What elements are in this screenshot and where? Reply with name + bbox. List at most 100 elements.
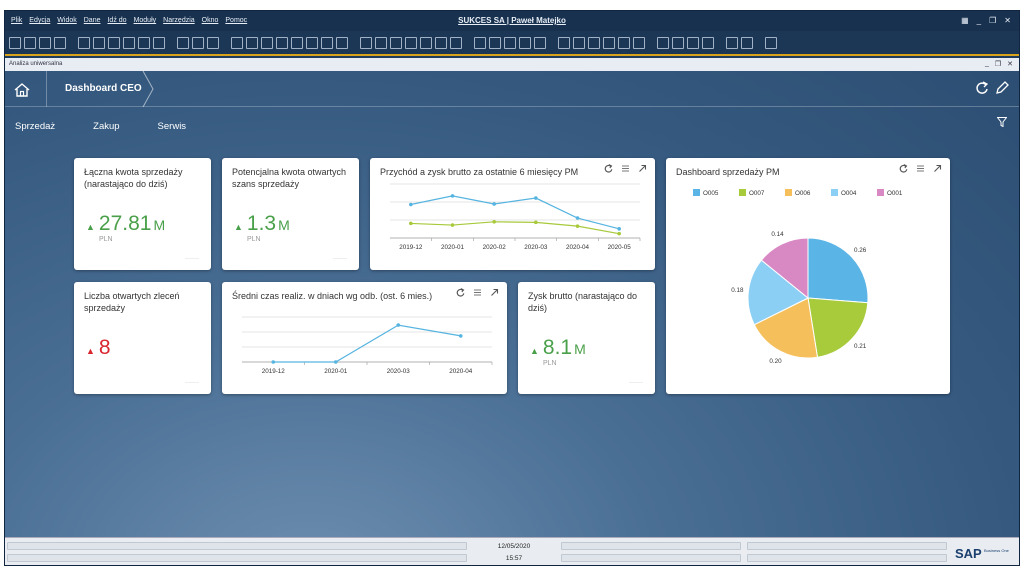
tab-serwis[interactable]: Serwis: [157, 121, 187, 132]
pie-slice[interactable]: [807, 237, 869, 304]
more-icon[interactable]: ·······: [333, 256, 347, 262]
close-icon[interactable]: ✕: [1004, 16, 1011, 25]
tab-zakup[interactable]: Zakup: [93, 121, 120, 132]
filter-icon[interactable]: [997, 117, 1007, 127]
refresh-icon[interactable]: [975, 81, 989, 95]
toolbar-button[interactable]: [24, 36, 36, 49]
toolbar-button[interactable]: [573, 36, 585, 49]
toolbar-button[interactable]: [231, 36, 243, 49]
data-point[interactable]: [409, 202, 413, 207]
minimize-icon[interactable]: _: [976, 16, 982, 25]
toolbar-button[interactable]: [618, 36, 630, 49]
toolbar-button[interactable]: [435, 36, 447, 49]
toolbar-button[interactable]: [138, 36, 150, 49]
toolbar-button[interactable]: [153, 36, 165, 49]
toolbar-button[interactable]: [450, 36, 462, 49]
data-point[interactable]: [450, 194, 455, 198]
refresh-icon[interactable]: [899, 164, 908, 173]
menu-item[interactable]: Idź do: [107, 17, 127, 24]
toolbar-button[interactable]: [765, 36, 777, 49]
toolbar-button[interactable]: [261, 36, 273, 49]
chart-card-avg-fulfillment-time[interactable]: Średni czas realiz. w dniach wg odb. (os…: [222, 282, 507, 394]
toolbar-button[interactable]: [276, 36, 288, 49]
data-point[interactable]: [396, 323, 401, 327]
data-point[interactable]: [534, 196, 538, 200]
toolbar-button[interactable]: [375, 36, 387, 49]
toolbar-button[interactable]: [246, 36, 258, 49]
layout-icon[interactable]: ▦: [961, 16, 969, 25]
list-icon[interactable]: [473, 288, 482, 297]
toolbar-button[interactable]: [633, 36, 645, 49]
data-point[interactable]: [575, 224, 580, 228]
toolbar-button[interactable]: [474, 36, 486, 49]
data-point[interactable]: [333, 360, 338, 364]
toolbar-button[interactable]: [519, 36, 531, 49]
expand-icon[interactable]: [933, 164, 942, 173]
toolbar-button[interactable]: [336, 36, 348, 49]
menu-item[interactable]: Okno: [201, 17, 219, 24]
toolbar-button[interactable]: [741, 36, 753, 49]
toolbar-button[interactable]: [108, 36, 120, 49]
toolbar-button[interactable]: [291, 36, 303, 49]
data-point[interactable]: [458, 334, 463, 338]
data-point[interactable]: [617, 231, 621, 236]
data-point[interactable]: [492, 202, 496, 206]
data-point[interactable]: [617, 227, 621, 231]
toolbar-button[interactable]: [726, 36, 738, 49]
toolbar-button[interactable]: [420, 36, 432, 49]
toolbar-button[interactable]: [534, 36, 546, 49]
toolbar-button[interactable]: [702, 36, 714, 49]
kpi-card-potential[interactable]: Potencjalna kwota otwartych szans sprzed…: [222, 158, 359, 270]
toolbar-button[interactable]: [39, 36, 51, 49]
toolbar-button[interactable]: [390, 36, 402, 49]
list-icon[interactable]: [916, 164, 925, 173]
toolbar-button[interactable]: [321, 36, 333, 49]
toolbar-button[interactable]: [9, 36, 21, 49]
chart-card-sales-dashboard[interactable]: Dashboard sprzedaży PM O005 O007 O006 O004 O…: [666, 158, 950, 394]
menu-item[interactable]: Widok: [57, 17, 77, 24]
kpi-card-open-orders[interactable]: Liczba otwartych zleceń sprzedaży ▲ 8 ··…: [74, 282, 211, 394]
minimize-icon[interactable]: _: [984, 60, 989, 67]
chart-card-revenue-profit[interactable]: Przychód a zysk brutto za ostatnie 6 mie…: [370, 158, 655, 270]
toolbar-button[interactable]: [558, 36, 570, 49]
expand-icon[interactable]: [490, 288, 499, 297]
data-point[interactable]: [575, 216, 580, 220]
refresh-icon[interactable]: [604, 164, 613, 173]
expand-icon[interactable]: [638, 164, 647, 173]
data-point[interactable]: [534, 220, 538, 225]
more-icon[interactable]: ·······: [185, 380, 199, 386]
data-point[interactable]: [409, 221, 413, 226]
menu-item[interactable]: Plik: [11, 17, 23, 24]
toolbar-button[interactable]: [489, 36, 501, 49]
toolbar-button[interactable]: [360, 36, 372, 49]
data-point[interactable]: [450, 223, 455, 227]
toolbar-button[interactable]: [306, 36, 318, 49]
toolbar-button[interactable]: [123, 36, 135, 49]
toolbar-button[interactable]: [405, 36, 417, 49]
restore-icon[interactable]: ❐: [994, 61, 1002, 68]
pie-slice[interactable]: [753, 297, 819, 359]
more-icon[interactable]: ·······: [185, 256, 199, 262]
restore-icon[interactable]: ❐: [989, 16, 997, 25]
pie-slice[interactable]: [747, 259, 809, 326]
tab-sprzedaż[interactable]: Sprzedaż: [15, 121, 56, 132]
toolbar-button[interactable]: [504, 36, 516, 49]
toolbar-button[interactable]: [603, 36, 615, 49]
toolbar-button[interactable]: [672, 36, 684, 49]
list-icon[interactable]: [621, 164, 630, 173]
pie-slice[interactable]: [760, 237, 809, 300]
toolbar-button[interactable]: [78, 36, 90, 49]
toolbar-button[interactable]: [657, 36, 669, 49]
menu-item[interactable]: Pomoc: [225, 17, 248, 24]
home-icon[interactable]: [13, 82, 31, 98]
toolbar-button[interactable]: [177, 36, 189, 49]
toolbar-button[interactable]: [54, 36, 66, 49]
refresh-icon[interactable]: [456, 288, 465, 297]
menu-item[interactable]: Narzędzia: [163, 17, 195, 24]
data-point[interactable]: [492, 220, 496, 224]
toolbar-button[interactable]: [93, 36, 105, 49]
toolbar-button[interactable]: [207, 36, 219, 49]
data-point[interactable]: [271, 360, 276, 364]
breadcrumb-dashboard[interactable]: Dashboard CEO: [65, 83, 142, 94]
edit-pencil-icon[interactable]: [995, 81, 1009, 95]
